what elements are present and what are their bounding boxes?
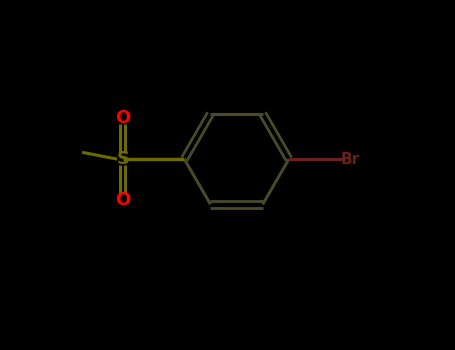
Text: S: S [116,150,130,168]
Text: O: O [115,109,131,127]
Text: O: O [115,191,131,209]
Text: Br: Br [341,152,360,167]
